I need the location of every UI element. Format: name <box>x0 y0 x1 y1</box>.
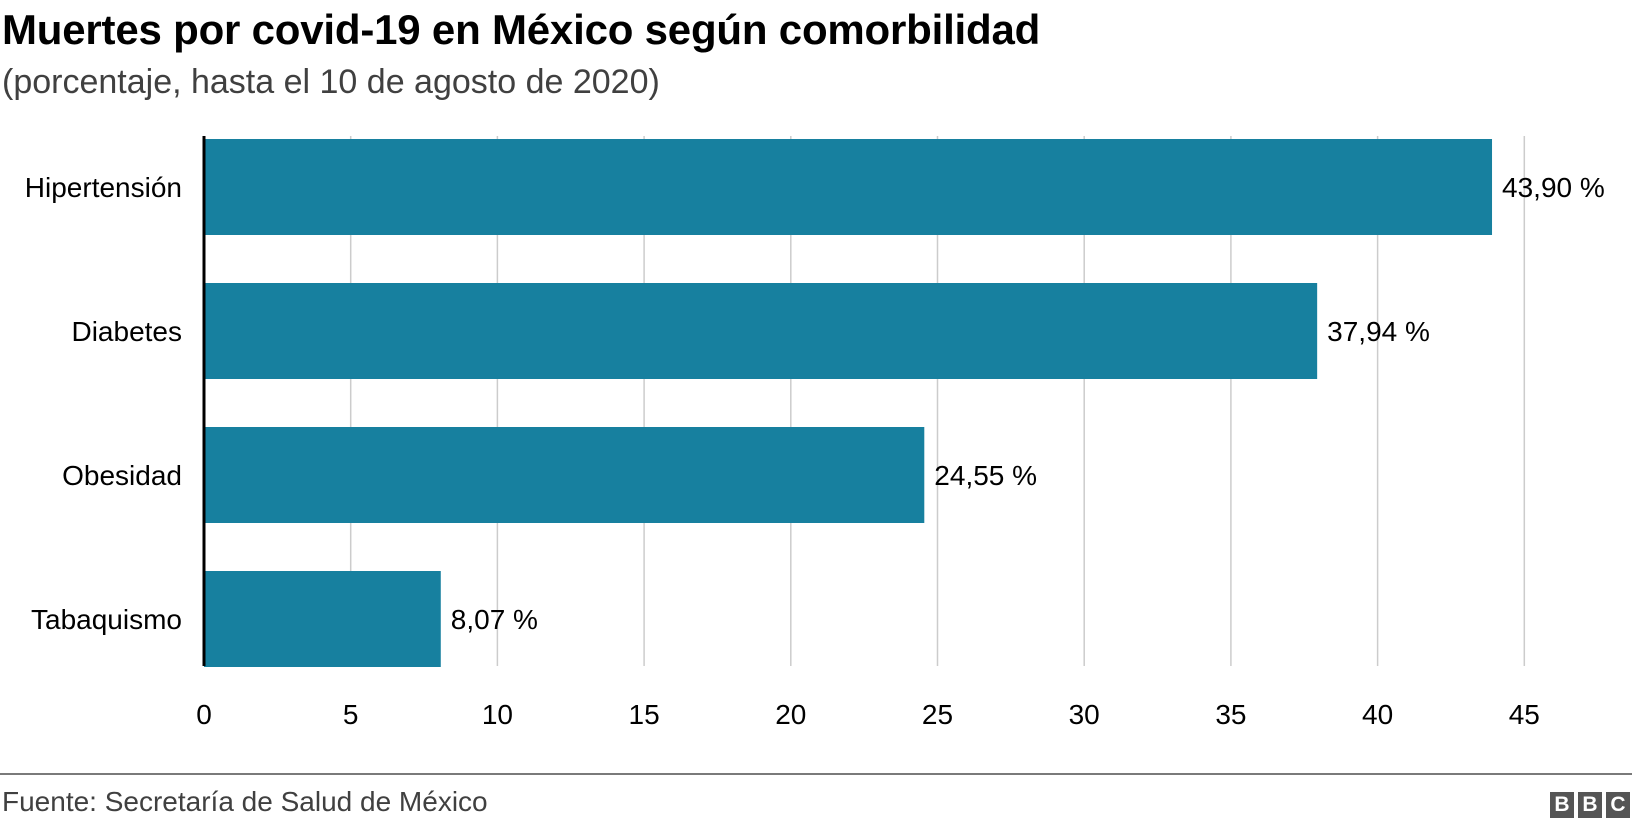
data-label: 24,55 % <box>934 460 1037 491</box>
category-label: Diabetes <box>71 316 182 347</box>
x-tick-label: 35 <box>1215 699 1246 730</box>
bar <box>204 427 925 523</box>
x-tick-label: 30 <box>1069 699 1100 730</box>
chart-subtitle: (porcentaje, hasta el 10 de agosto de 20… <box>2 63 660 101</box>
bar-chart: 43,90 % 37,94 % 24,55 % 8,07 % Hipertensión… <box>25 136 1605 730</box>
category-labels: Hipertensión Diabetes Obesidad Tabaquismo <box>25 172 182 635</box>
x-axis-ticks: 0 5 10 15 20 25 30 35 40 45 <box>196 699 1540 730</box>
category-label: Tabaquismo <box>31 604 182 635</box>
data-label: 43,90 % <box>1502 172 1605 203</box>
x-tick-label: 45 <box>1509 699 1540 730</box>
source-note: Fuente: Secretaría de Salud de México <box>2 786 488 817</box>
data-label: 8,07 % <box>451 604 538 635</box>
bar <box>204 571 441 667</box>
x-tick-label: 5 <box>343 699 359 730</box>
bbc-logo-block: B <box>1550 792 1574 818</box>
x-tick-label: 10 <box>482 699 513 730</box>
category-label: Hipertensión <box>25 172 182 203</box>
bars <box>204 139 1493 667</box>
footer-divider <box>0 773 1632 775</box>
value-labels: 43,90 % 37,94 % 24,55 % 8,07 % <box>451 172 1605 635</box>
data-label: 37,94 % <box>1327 316 1430 347</box>
category-label: Obesidad <box>62 460 182 491</box>
x-tick-label: 15 <box>629 699 660 730</box>
chart-title: Muertes por covid-19 en México según com… <box>2 6 1041 53</box>
bar <box>204 283 1318 379</box>
x-tick-label: 40 <box>1362 699 1393 730</box>
bbc-logo-block: B <box>1578 792 1602 818</box>
x-tick-label: 20 <box>775 699 806 730</box>
x-tick-label: 25 <box>922 699 953 730</box>
bbc-logo-block: C <box>1606 792 1630 818</box>
x-tick-label: 0 <box>196 699 212 730</box>
bbc-logo: B B C <box>1550 792 1630 818</box>
bar <box>204 139 1493 235</box>
